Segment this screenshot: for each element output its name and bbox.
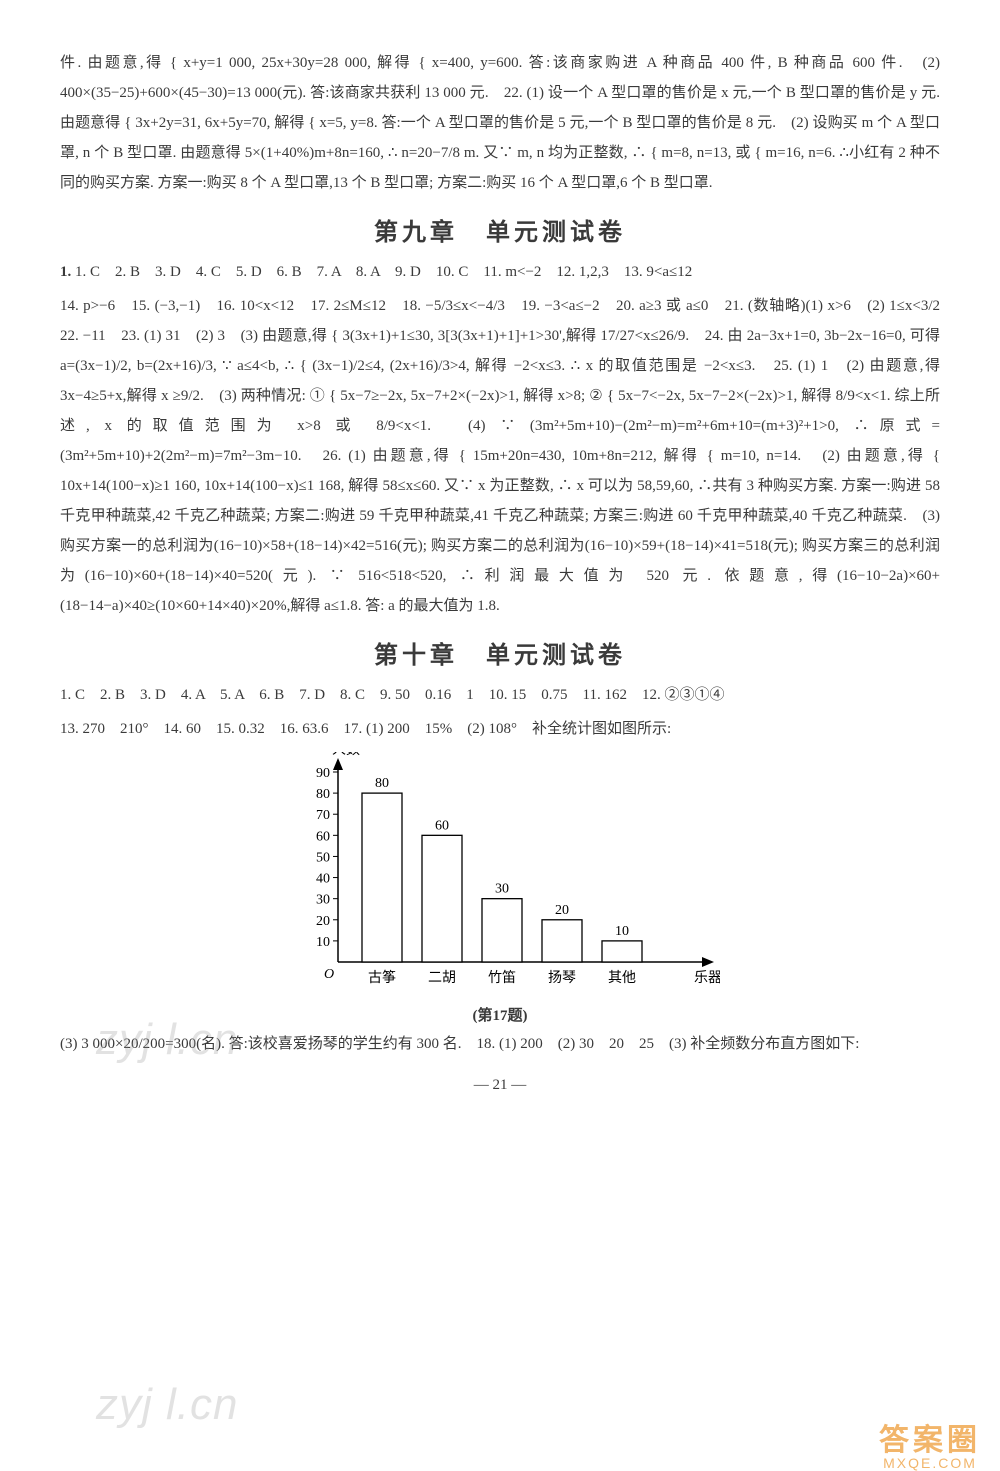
ch10-answers-line3: (3) 3 000×20/200=300(名). 答:该校喜爱扬琴的学生约有 3… bbox=[60, 1029, 940, 1059]
q17-chart-container: 10 20 30 40 50 60 70 80 90 O 人数乐器类型 80 古筝 60 二胡 30 竹笛 20 扬… bbox=[60, 752, 940, 1025]
page-number: — 21 — bbox=[60, 1077, 940, 1094]
q17-bar-chart: 10 20 30 40 50 60 70 80 90 O 人数乐器类型 80 古筝 60 二胡 30 竹笛 20 扬… bbox=[280, 752, 720, 1002]
svg-text:90: 90 bbox=[316, 766, 330, 781]
svg-text:20: 20 bbox=[316, 914, 330, 929]
svg-text:10: 10 bbox=[615, 924, 629, 939]
svg-text:二胡: 二胡 bbox=[428, 970, 456, 986]
svg-text:70: 70 bbox=[316, 808, 330, 823]
svg-text:80: 80 bbox=[375, 776, 389, 791]
ch9-answers-line1: 1. 1. C 2. B 3. D 4. C 5. D 6. B 7. A 8.… bbox=[60, 257, 940, 287]
ch10-answers-line1: 1. C 2. B 3. D 4. A 5. A 6. B 7. D 8. C … bbox=[60, 680, 940, 710]
ch10-answers-line2: 13. 270 210° 14. 60 15. 0.32 16. 63.6 17… bbox=[60, 714, 940, 744]
intro-paragraph: 件. 由题意,得 { x+y=1 000, 25x+30y=28 000, 解得… bbox=[60, 48, 940, 198]
ch9-p1-text: 1. C 2. B 3. D 4. C 5. D 6. B 7. A 8. A … bbox=[75, 264, 692, 280]
svg-text:30: 30 bbox=[316, 893, 330, 908]
svg-text:30: 30 bbox=[495, 882, 509, 897]
corner-line1: 答案圈 bbox=[860, 1415, 1000, 1459]
svg-text:40: 40 bbox=[316, 872, 330, 887]
svg-text:O: O bbox=[324, 967, 334, 982]
chapter10-title: 第十章 单元测试卷 bbox=[60, 635, 940, 670]
svg-text:60: 60 bbox=[435, 818, 449, 833]
svg-text:其他: 其他 bbox=[608, 970, 636, 986]
corner-badge: 答案圈 MXQE.COM bbox=[860, 1415, 1000, 1471]
svg-text:古筝: 古筝 bbox=[368, 969, 396, 986]
watermark-2: zyj l.cn bbox=[96, 1380, 238, 1430]
svg-text:80: 80 bbox=[316, 787, 330, 802]
svg-text:人数: 人数 bbox=[332, 752, 360, 758]
svg-text:20: 20 bbox=[555, 903, 569, 918]
svg-text:竹笛: 竹笛 bbox=[488, 970, 516, 986]
chapter9-title: 第九章 单元测试卷 bbox=[60, 212, 940, 247]
ch9-answers-block: 14. p>−6 15. (−3,−1) 16. 10<x<12 17. 2≤M… bbox=[60, 291, 940, 621]
svg-text:50: 50 bbox=[316, 850, 330, 865]
svg-text:10: 10 bbox=[316, 935, 330, 950]
svg-text:扬琴: 扬琴 bbox=[548, 970, 576, 986]
svg-text:60: 60 bbox=[316, 829, 330, 844]
svg-text:乐器类型: 乐器类型 bbox=[694, 970, 720, 986]
corner-line2: MXQE.COM bbox=[860, 1455, 1000, 1471]
q17-chart-caption: (第17题) bbox=[473, 1004, 528, 1025]
